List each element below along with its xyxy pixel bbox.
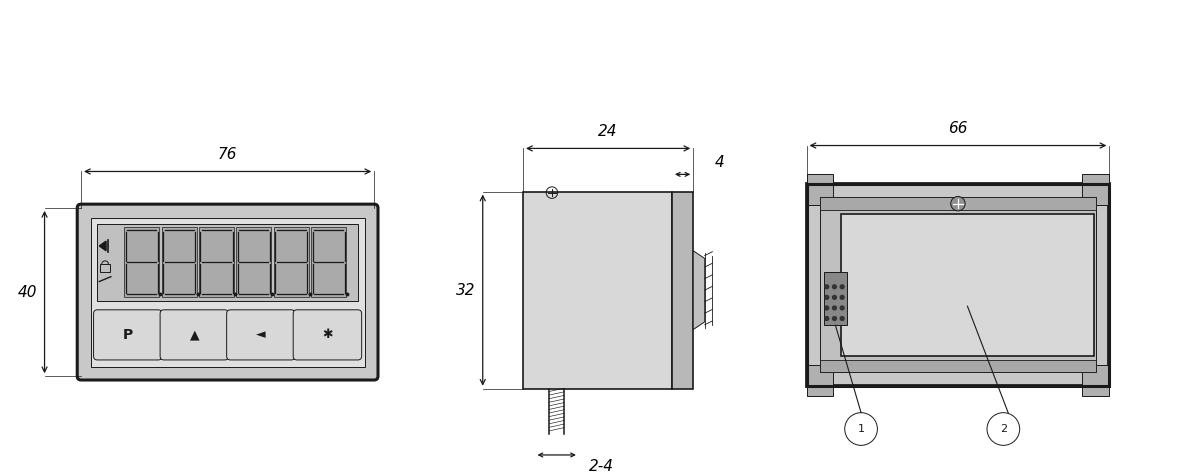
Circle shape: [840, 285, 844, 289]
Bar: [125, 228, 160, 297]
Bar: [824, 272, 847, 325]
Bar: [806, 184, 1109, 386]
Bar: [97, 224, 358, 301]
Bar: [820, 198, 1096, 210]
Circle shape: [833, 285, 836, 289]
Text: 76: 76: [218, 147, 238, 162]
FancyBboxPatch shape: [77, 204, 378, 380]
Circle shape: [824, 306, 829, 310]
Text: P: P: [122, 328, 133, 342]
Bar: [820, 198, 1096, 372]
Polygon shape: [694, 251, 704, 330]
Text: 24: 24: [599, 124, 618, 139]
Text: ▲: ▲: [190, 328, 199, 342]
FancyBboxPatch shape: [227, 310, 295, 360]
Circle shape: [824, 316, 829, 321]
Text: 2: 2: [1000, 424, 1007, 434]
FancyBboxPatch shape: [94, 310, 162, 360]
Bar: [199, 228, 234, 297]
Circle shape: [833, 316, 836, 321]
Bar: [91, 218, 365, 367]
Circle shape: [824, 295, 829, 299]
Circle shape: [840, 295, 844, 299]
Text: 32: 32: [456, 283, 475, 298]
Text: 40: 40: [17, 285, 37, 300]
Circle shape: [840, 306, 844, 310]
Bar: [806, 173, 834, 205]
Text: 4: 4: [714, 154, 724, 170]
Bar: [806, 184, 1109, 386]
Circle shape: [833, 306, 836, 310]
Bar: [101, 264, 110, 272]
Circle shape: [840, 316, 844, 321]
Bar: [162, 228, 197, 297]
Bar: [311, 228, 346, 297]
Circle shape: [950, 197, 965, 211]
FancyBboxPatch shape: [293, 310, 361, 360]
Text: 1: 1: [858, 424, 864, 434]
Text: 2-4: 2-4: [588, 459, 613, 474]
Text: ◄: ◄: [256, 328, 265, 342]
Bar: [672, 191, 694, 389]
Circle shape: [824, 285, 829, 289]
Bar: [523, 191, 672, 389]
Bar: [236, 228, 271, 297]
FancyBboxPatch shape: [160, 310, 228, 360]
Bar: [841, 214, 1093, 356]
Text: ✱: ✱: [322, 328, 332, 342]
Bar: [274, 228, 308, 297]
Bar: [806, 365, 834, 396]
Bar: [820, 360, 1096, 372]
Bar: [1082, 365, 1109, 396]
Polygon shape: [100, 241, 106, 251]
Bar: [1082, 173, 1109, 205]
Text: 66: 66: [948, 121, 967, 136]
Circle shape: [833, 295, 836, 299]
